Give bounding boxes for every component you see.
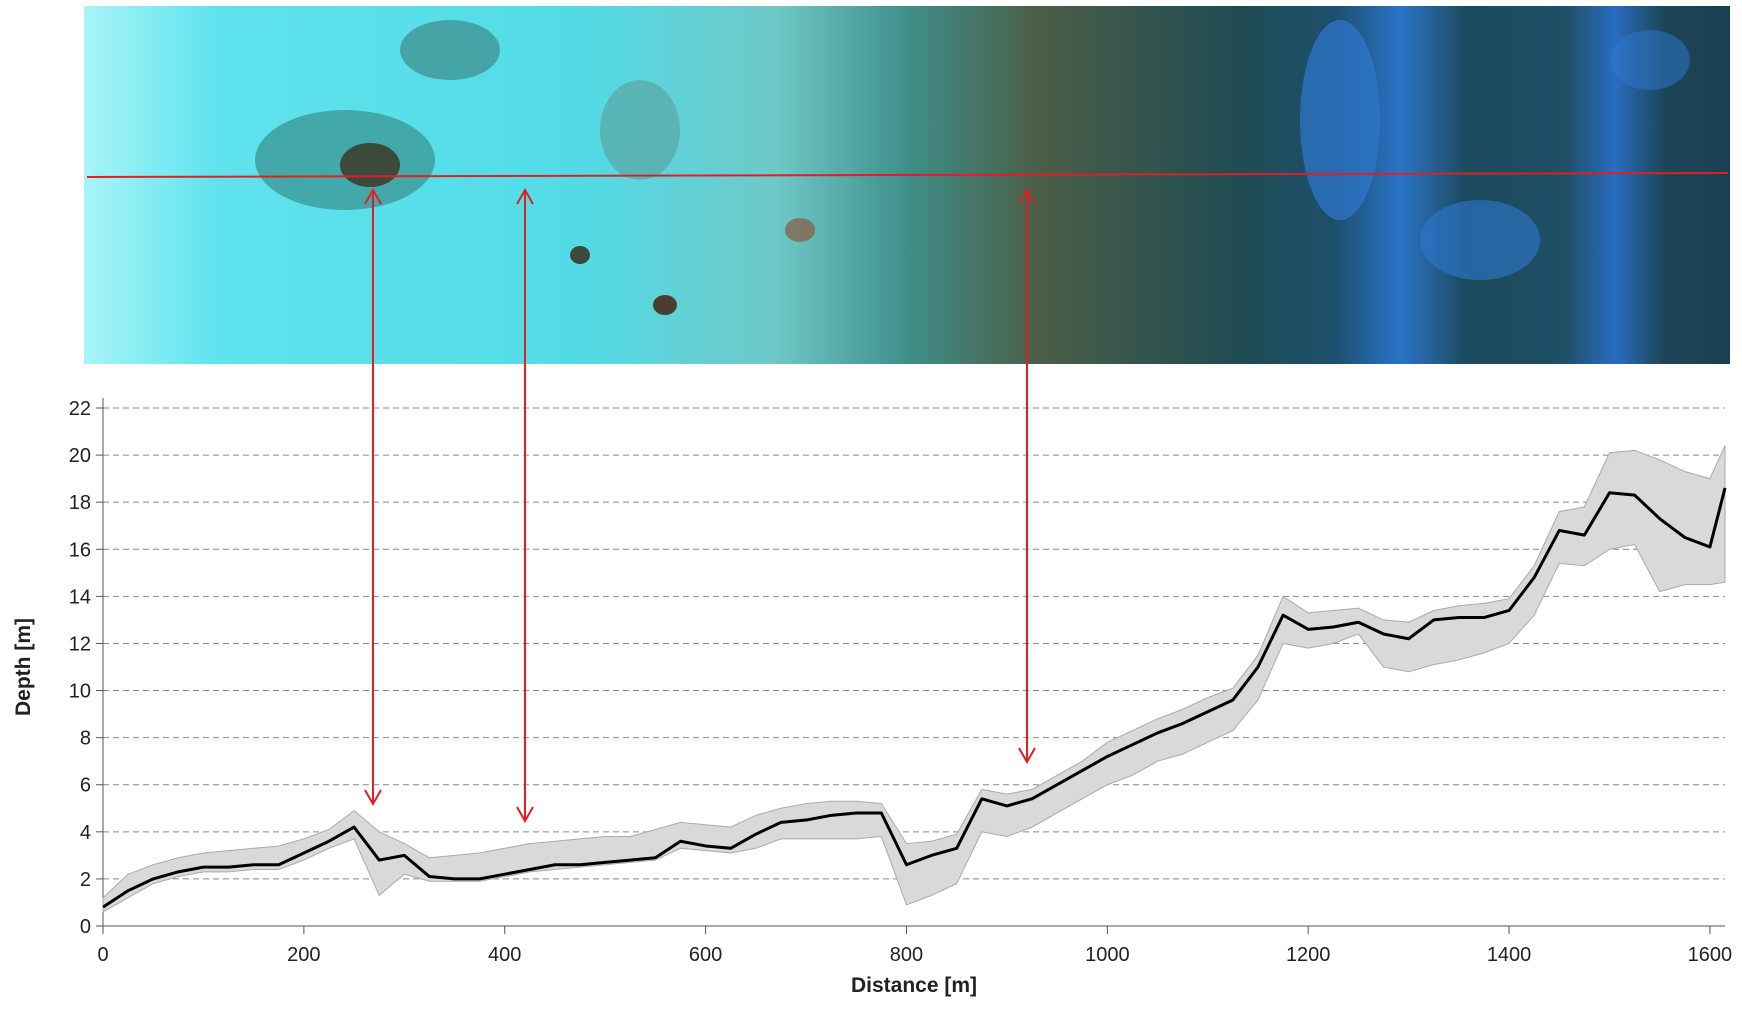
y-tick-label: 22 xyxy=(69,398,91,420)
uncertainty-band xyxy=(103,446,1725,912)
y-tick-label: 16 xyxy=(69,539,91,561)
y-tick-label: 2 xyxy=(80,869,91,891)
x-tick-label: 600 xyxy=(689,944,722,966)
y-tick-label: 0 xyxy=(80,916,91,938)
x-tick-label: 1600 xyxy=(1688,944,1733,966)
y-tick-label: 6 xyxy=(80,775,91,797)
y-tick-label: 14 xyxy=(69,586,91,608)
y-tick-label: 8 xyxy=(80,728,91,750)
plot-area: 0 2 4 6 8 10 12 14 16 18 20 22 0 200 400 600 800 1000 1200… xyxy=(12,398,1732,997)
aerial-image xyxy=(84,6,1730,364)
x-tick-label: 200 xyxy=(287,944,320,966)
y-tick-label: 10 xyxy=(69,681,91,703)
y-tick-label: 18 xyxy=(69,492,91,514)
x-tick-label: 0 xyxy=(97,944,108,966)
x-axis-title: Distance [m] xyxy=(851,974,977,997)
y-tick-label: 20 xyxy=(69,445,91,467)
y-tick-label: 4 xyxy=(80,822,91,844)
x-tick-label: 1200 xyxy=(1286,944,1331,966)
page: {"chart_data": {"type": "line", "x_label… xyxy=(0,0,1742,1009)
y-tick-label: 12 xyxy=(69,633,91,655)
x-tick-label: 1400 xyxy=(1487,944,1532,966)
x-tick-label: 400 xyxy=(488,944,521,966)
x-tick-label: 800 xyxy=(890,944,923,966)
figure: 0 2 4 6 8 10 12 14 16 18 20 22 0 200 400 600 800 1000 1200… xyxy=(0,0,1742,1009)
y-axis-title: Depth [m] xyxy=(12,618,35,716)
x-tick-label: 1000 xyxy=(1085,944,1130,966)
